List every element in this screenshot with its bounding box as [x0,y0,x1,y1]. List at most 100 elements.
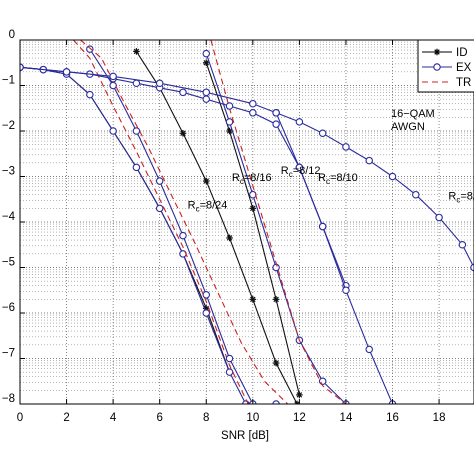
legend-label: TR [456,77,471,89]
data-point-circle [458,241,467,249]
data-point-circle [179,231,187,240]
data-point-circle [202,95,211,103]
data-point-circle [365,156,373,165]
data-point-circle [179,88,187,97]
data-point-circle [132,79,141,87]
y-tick-label: −3 [2,166,15,178]
data-point-circle [155,79,164,87]
data-point-circle [318,129,327,138]
series-line [80,40,304,404]
legend-marker [433,63,441,71]
x-axis-label: SNR [dB] [221,430,269,442]
data-point-circle [86,45,94,53]
y-tick-label: −4 [2,211,16,223]
data-point-circle [86,90,94,99]
y-tick-label: −6 [2,302,15,314]
x-tick-label: 16 [386,412,399,424]
legend-label: EX [456,62,472,74]
x-tick-label: 4 [110,412,117,424]
data-point-circle [225,102,234,110]
data-point-circle [249,99,257,108]
data-point-star [249,296,257,303]
data-point-star [293,400,301,404]
data-point-star [226,127,233,135]
data-point-circle [155,204,164,213]
modulation-label: 16−QAM [391,108,435,120]
rate-label: Rc=8/24 [188,199,228,213]
data-point-circle [132,127,141,135]
data-point-star [179,129,187,137]
series-ex [86,45,280,404]
data-point-circle [435,213,443,222]
data-point-circle [109,72,117,81]
data-point-circle [20,63,24,72]
data-point-circle [388,172,397,181]
series-id [202,59,303,399]
series-line [135,51,298,404]
data-point-star [226,234,233,242]
data-point-circle [295,118,304,126]
series-tr [73,40,249,404]
channel-label: AWGN [391,121,425,133]
data-point-circle [155,177,164,185]
x-tick-label: 8 [203,412,209,424]
data-point-star [202,59,210,67]
data-point-circle [412,190,420,199]
y-tick-label: −8 [2,393,15,405]
series-ex [20,63,474,272]
y-tick-label: −1 [2,75,15,87]
data-point-circle [272,120,280,128]
x-tick-label: 18 [433,412,446,424]
legend-item-ex: EX [422,62,472,74]
legend-item-id: ID [422,47,468,59]
data-point-circle [109,127,117,135]
data-point-circle [225,354,234,363]
y-tick-label: −2 [2,120,15,132]
data-point-circle [62,68,71,76]
data-point-circle [109,81,117,90]
data-point-circle [202,49,211,58]
annotation-modulation: 16−QAM AWGN [391,108,435,133]
data-point-circle [272,263,280,272]
rate-label: Rc=8/8 [448,190,474,204]
data-point-circle [342,286,350,294]
rate-label: Rc=8/12 [281,165,321,179]
x-tick-label: 14 [340,412,353,424]
legend-item-tr: TR [422,77,471,89]
data-point-circle [318,377,327,385]
data-point-circle [202,291,211,299]
series-line [73,40,249,404]
axis-ticks: 0 2 4 6 8 10 12 14 16 18 0 −1 −2 −3 −4 −5 −6 −7 −8 [2,29,446,424]
x-tick-label: 10 [246,412,259,424]
rate-label: Rc=8/10 [318,172,358,186]
data-point-star [272,296,280,303]
data-point-star [249,205,257,212]
y-tick-label: 0 [9,29,15,41]
grid-lines [19,39,474,405]
y-tick-label: −5 [2,257,15,269]
x-tick-label: 12 [293,412,306,424]
x-tick-label: 2 [63,412,69,424]
y-tick-label: −7 [2,348,15,360]
data-point-circle [225,368,234,376]
series-layer [20,40,474,404]
legend-box [417,39,474,93]
data-point-star [133,48,140,55]
data-point-circle [202,88,211,97]
data-point-circle [202,309,211,317]
data-point-circle [132,163,141,172]
series-tr [80,40,304,404]
data-point-circle [342,143,350,151]
rate-label: Rc=8/16 [232,172,272,186]
data-point-circle [295,163,304,172]
series-line [275,112,394,404]
legend: ID EX TR [417,39,474,93]
data-point-star [202,177,210,185]
series-ex [202,49,350,404]
data-point-circle [318,222,327,231]
x-tick-label: 0 [17,412,23,424]
data-point-circle [272,109,280,117]
data-point-star [272,359,280,367]
